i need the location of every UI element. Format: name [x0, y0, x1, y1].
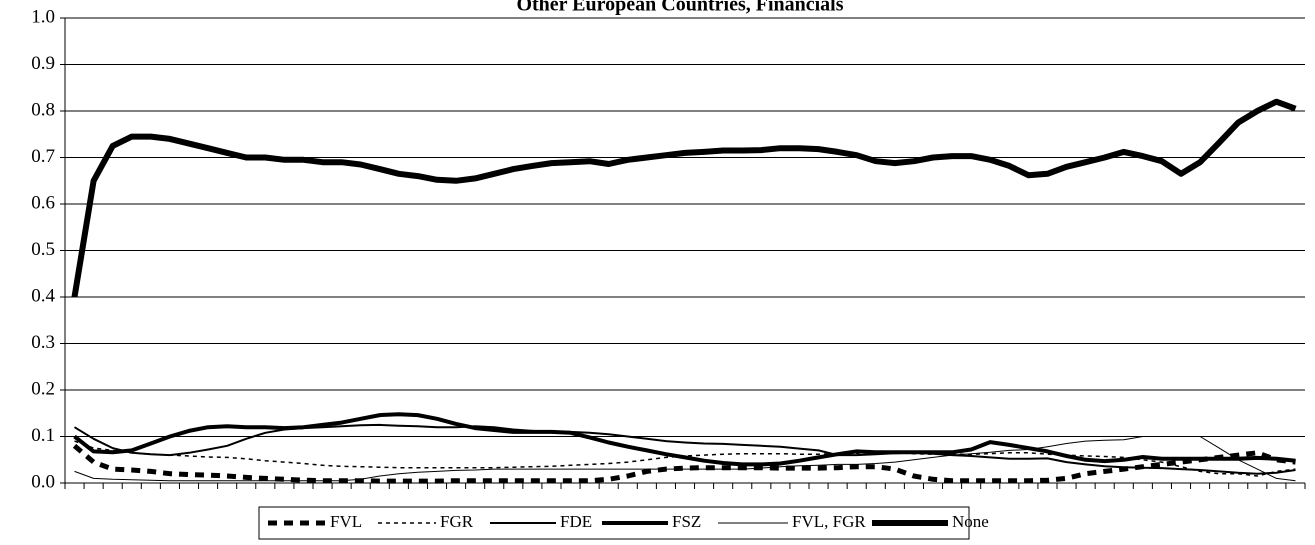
y-tick-label: 0.2	[31, 378, 55, 399]
series-line	[74, 436, 1296, 482]
y-tick-label: 0.3	[31, 332, 55, 353]
series-line	[73, 423, 1296, 475]
legend-label: FSZ	[672, 512, 701, 531]
legend-label: FVL, FGR	[792, 512, 866, 531]
y-tick-label: 0.5	[31, 239, 55, 260]
legend-label: FVL	[330, 512, 362, 531]
y-tick-label: 0.7	[31, 146, 55, 167]
legend-label: FDE	[560, 512, 592, 531]
legend-label: FGR	[440, 512, 474, 531]
series-line	[73, 412, 1296, 467]
y-tick-label: 0.8	[31, 99, 55, 120]
y-tick-label: 0.1	[31, 425, 55, 446]
chart-title: Other European Countries, Financials	[516, 0, 843, 16]
y-tick-label: 0.6	[31, 192, 55, 213]
legend-box	[258, 506, 970, 540]
series-line	[72, 443, 1296, 484]
y-tick-label: 0.9	[31, 53, 55, 74]
y-tick-label: 0.4	[31, 285, 55, 306]
series-line	[71, 98, 1297, 298]
legend-label: None	[952, 512, 989, 531]
y-tick-label: 0.0	[31, 471, 55, 492]
y-tick-label: 1.0	[31, 6, 55, 27]
